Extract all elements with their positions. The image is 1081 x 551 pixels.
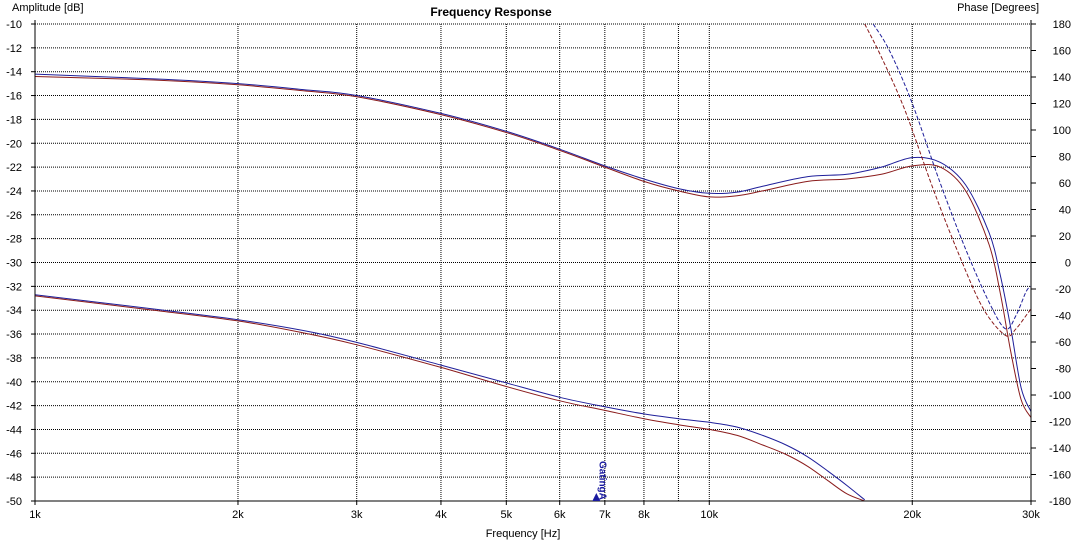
y-right-tick-label: -180 (1049, 496, 1071, 508)
y-left-tick-label: -50 (6, 496, 22, 508)
y-left-tick-label: -36 (6, 329, 22, 341)
y-left-tick-label: -40 (6, 377, 22, 389)
y-left-tick-label: -24 (6, 186, 22, 198)
y-right-tick-label: 180 (1053, 19, 1071, 31)
y-right-tick-label: 60 (1059, 178, 1071, 190)
y-right-tick-label: 40 (1059, 205, 1071, 217)
y-left-tick-label: -18 (6, 114, 22, 126)
y-right-tick-label: 140 (1053, 72, 1071, 84)
marker-label: GatingA (596, 461, 607, 500)
y-left-tick-label: -32 (6, 281, 22, 293)
x-tick-label: 6k (554, 509, 566, 521)
y-left-tick-label: -14 (6, 67, 22, 79)
y-right-tick-label: 0 (1065, 258, 1071, 270)
y-right-tick-label: -160 (1049, 470, 1071, 482)
x-tick-label: 2k (232, 509, 244, 521)
series-line-3 (35, 295, 865, 501)
x-tick-label: 1k (29, 509, 41, 521)
x-tick-label: 20k (903, 509, 921, 521)
y-right-tick-label: 80 (1059, 152, 1071, 164)
x-tick-label: 3k (351, 509, 363, 521)
y-left-axis-title: Amplitude [dB] (12, 2, 84, 14)
y-right-tick-label: -20 (1055, 284, 1071, 296)
axes: -10 -12 -14 -16 -18 -20 -22 -24 -26 -28 -30 -32 -34 -… (6, 19, 1071, 521)
x-axis-title: Frequency [Hz] (486, 528, 561, 540)
chart-title: Frequency Response (430, 5, 552, 19)
x-tick-label: 7k (599, 509, 611, 521)
series-line-2 (35, 294, 866, 501)
series-line-0 (35, 73, 1031, 412)
series-line-4 (872, 24, 1031, 330)
y-right-tick-label: -140 (1049, 443, 1071, 455)
y-right-tick-label: 100 (1053, 125, 1071, 137)
y-right-tick-label: -80 (1055, 364, 1071, 376)
series-line-5 (864, 24, 1031, 337)
x-tick-label: 10k (700, 509, 718, 521)
grid (34, 23, 1032, 502)
y-right-tick-label: -120 (1049, 417, 1071, 429)
y-left-tick-label: -16 (6, 91, 22, 103)
x-tick-label: 30k (1022, 509, 1040, 521)
y-right-tick-label: -40 (1055, 311, 1071, 323)
y-left-tick-label: -22 (6, 162, 22, 174)
series-layer (35, 24, 1031, 501)
y-right-tick-label: 160 (1053, 46, 1071, 58)
x-tick-label: 8k (638, 509, 650, 521)
y-left-tick-label: -28 (6, 234, 22, 246)
y-right-axis-title: Phase [Degrees] (957, 2, 1039, 14)
y-left-tick-label: -44 (6, 424, 22, 436)
x-tick-label: 5k (500, 509, 512, 521)
y-left-tick-label: -20 (6, 138, 22, 150)
marker-triangle (592, 493, 601, 501)
marker-layer: GatingA (592, 461, 607, 501)
y-left-tick-label: -42 (6, 401, 22, 413)
y-left-tick-label: -38 (6, 353, 22, 365)
y-left-tick-label: -30 (6, 258, 22, 270)
y-left-tick-label: -12 (6, 43, 22, 55)
y-left-tick-label: -10 (6, 19, 22, 31)
y-left-tick-label: -26 (6, 210, 22, 222)
y-right-tick-label: -100 (1049, 390, 1071, 402)
y-right-tick-label: 120 (1053, 99, 1071, 111)
y-left-tick-label: -48 (6, 472, 22, 484)
y-right-tick-label: 20 (1059, 231, 1071, 243)
y-right-tick-label: -60 (1055, 337, 1071, 349)
x-tick-label: 4k (435, 509, 447, 521)
series-line-1 (35, 76, 1031, 418)
y-left-tick-label: -46 (6, 448, 22, 460)
y-left-tick-label: -34 (6, 305, 22, 317)
